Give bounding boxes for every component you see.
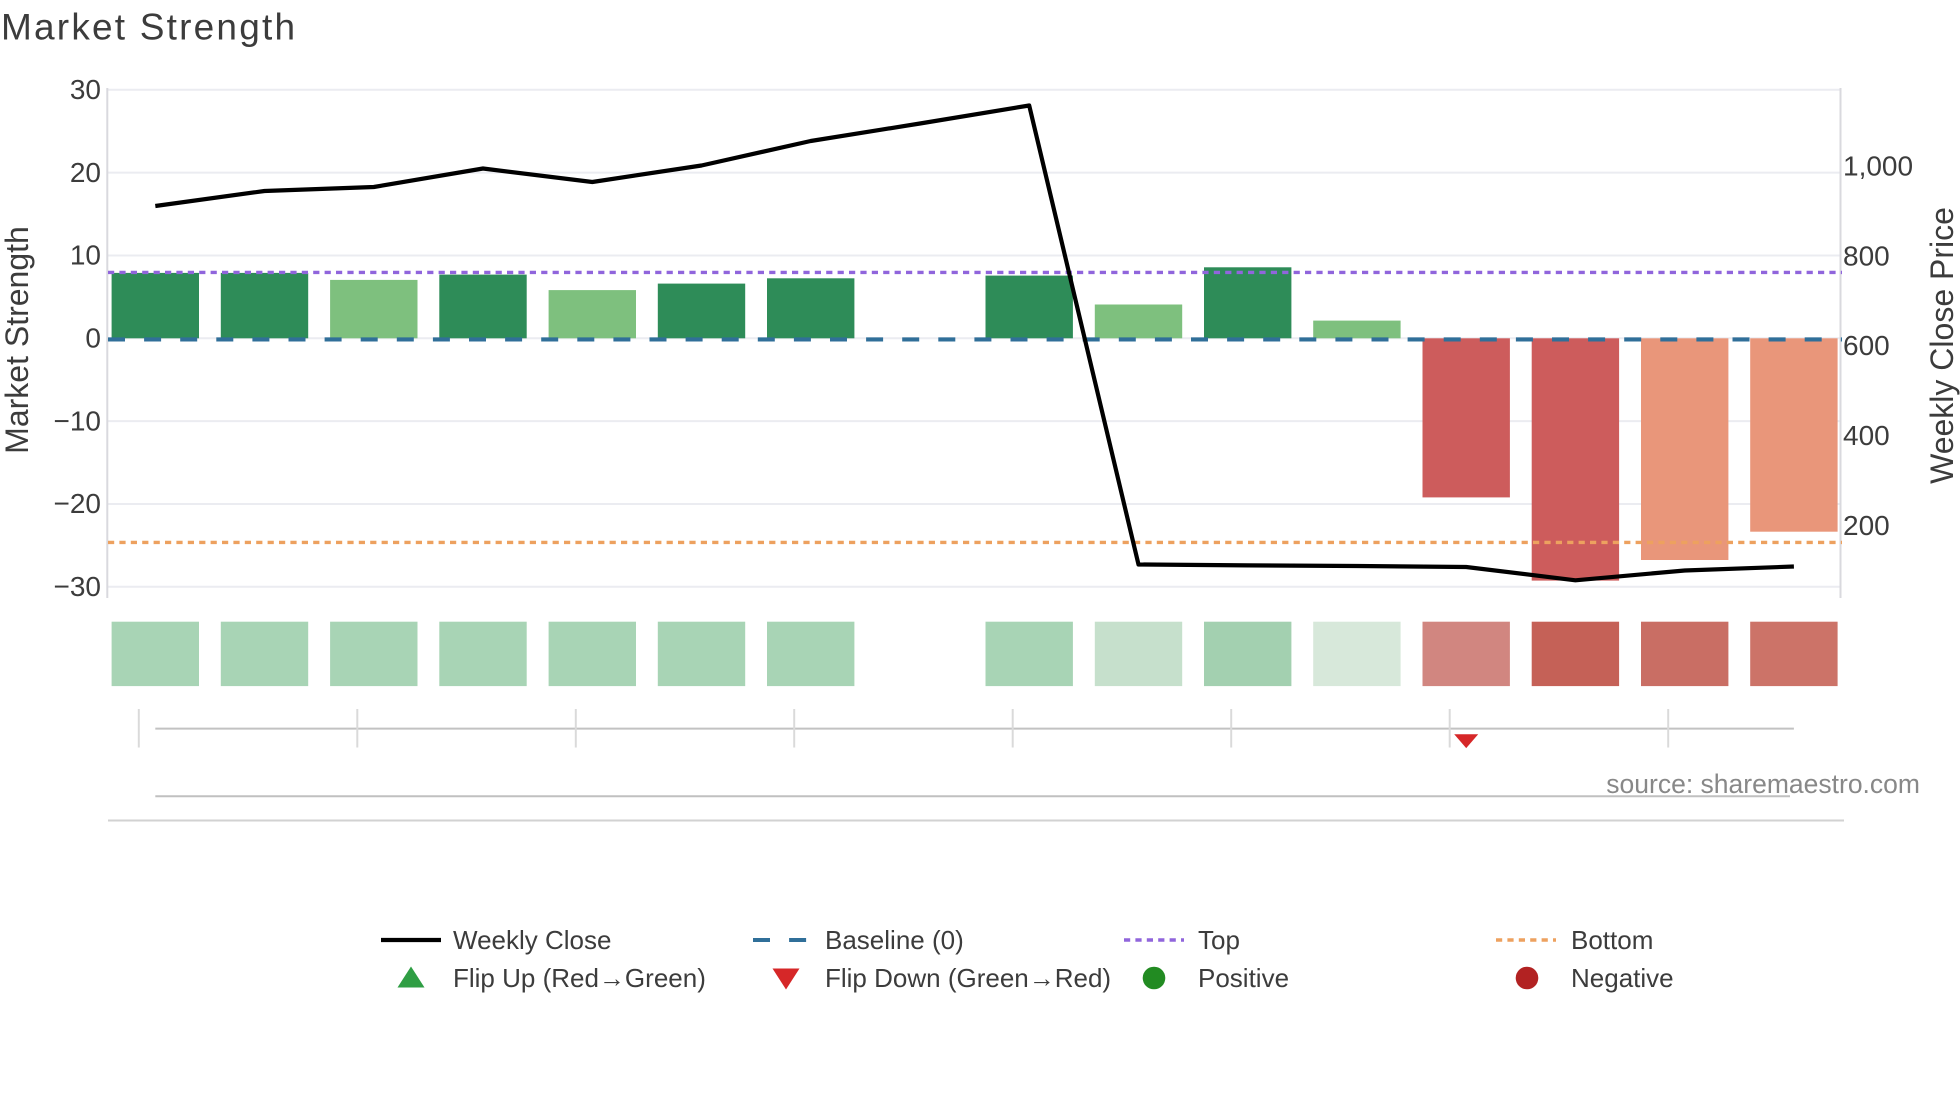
svg-text:source: sharemaestro.com: source: sharemaestro.com xyxy=(1606,769,1920,799)
svg-text:Flip Up (Red→Green): Flip Up (Red→Green) xyxy=(453,963,706,993)
svg-text:−20: −20 xyxy=(54,488,102,519)
svg-text:−10: −10 xyxy=(54,405,102,436)
svg-text:Flip Down (Green→Red): Flip Down (Green→Red) xyxy=(825,963,1111,993)
svg-text:400: 400 xyxy=(1843,420,1890,451)
svg-text:200: 200 xyxy=(1843,510,1890,541)
svg-text:30: 30 xyxy=(70,74,101,105)
svg-text:Bottom: Bottom xyxy=(1571,925,1653,955)
svg-text:Weekly Close: Weekly Close xyxy=(453,925,611,955)
svg-text:20: 20 xyxy=(70,157,101,188)
svg-text:800: 800 xyxy=(1843,240,1890,271)
svg-text:Market Strength: Market Strength xyxy=(1,7,297,48)
svg-text:1,000: 1,000 xyxy=(1843,150,1913,181)
svg-text:Weekly Close Price: Weekly Close Price xyxy=(1924,207,1960,484)
svg-text:0: 0 xyxy=(85,323,101,354)
svg-text:−30: −30 xyxy=(54,571,102,602)
svg-text:Market Strength: Market Strength xyxy=(0,226,35,454)
svg-text:Negative: Negative xyxy=(1571,963,1674,993)
svg-text:Baseline (0): Baseline (0) xyxy=(825,925,964,955)
svg-text:10: 10 xyxy=(70,240,101,271)
svg-text:Positive: Positive xyxy=(1198,963,1289,993)
svg-text:Top: Top xyxy=(1198,925,1240,955)
svg-text:600: 600 xyxy=(1843,330,1890,361)
